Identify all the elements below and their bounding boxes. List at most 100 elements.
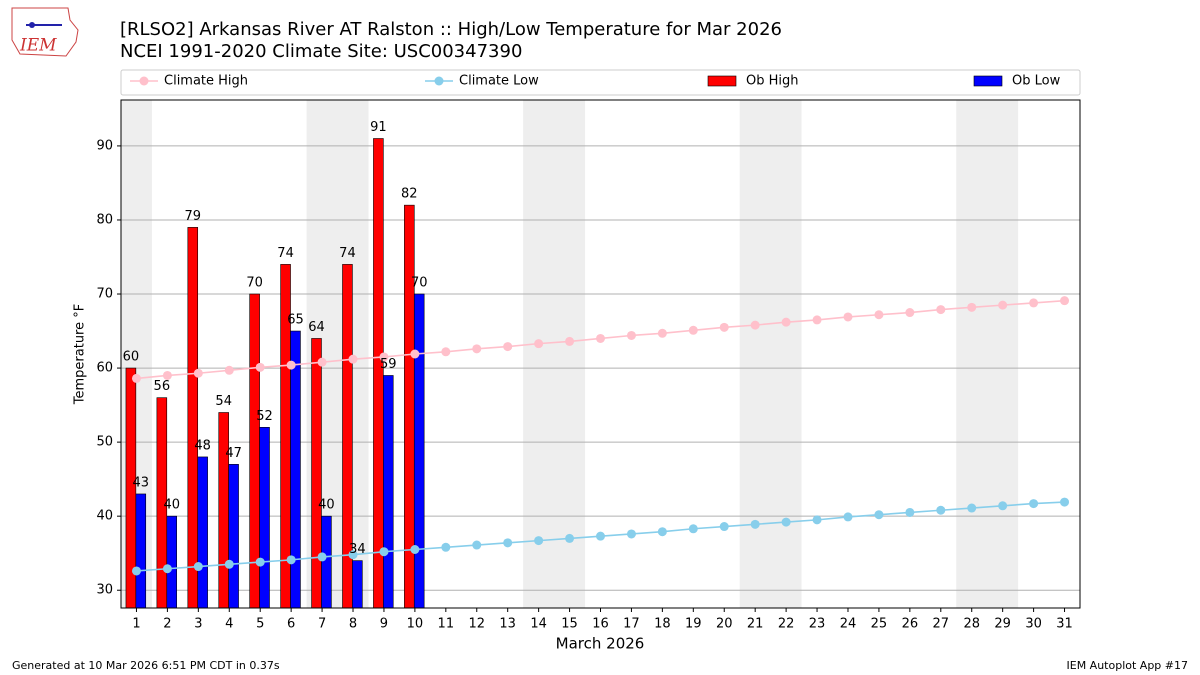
bar — [373, 138, 384, 609]
point — [348, 354, 358, 364]
legend-label: Climate High — [164, 74, 248, 89]
point — [255, 557, 265, 567]
value-label: 34 — [349, 542, 366, 557]
legend-label: Ob Low — [1012, 74, 1061, 89]
point — [441, 542, 451, 552]
point — [750, 519, 760, 529]
bar — [383, 375, 394, 609]
x-tick-label: 23 — [809, 617, 826, 632]
value-label: 74 — [339, 246, 356, 261]
x-tick-label: 14 — [530, 617, 547, 632]
legend-label: Ob High — [746, 74, 799, 89]
point — [843, 512, 853, 522]
point — [719, 522, 729, 532]
point — [193, 368, 203, 378]
point — [193, 562, 203, 572]
point — [534, 339, 544, 349]
point — [503, 342, 513, 352]
point — [874, 310, 884, 320]
value-label: 70 — [411, 276, 428, 291]
legend-marker — [434, 76, 444, 86]
bar — [187, 227, 199, 609]
legend-item: Climate High — [130, 74, 248, 89]
legend-item: Ob Low — [973, 74, 1061, 89]
chart-subtitle: NCEI 1991-2020 Climate Site: USC00347390 — [120, 41, 522, 62]
footer-left: Generated at 10 Mar 2026 6:51 PM CDT in … — [12, 659, 280, 672]
point — [998, 501, 1008, 511]
x-tick-label: 3 — [194, 617, 202, 632]
legend-swatch — [707, 75, 737, 87]
y-tick-label: 40 — [96, 509, 113, 524]
point — [410, 349, 420, 359]
weekend-band — [739, 100, 802, 608]
point — [657, 328, 667, 338]
point — [750, 320, 760, 330]
point — [812, 515, 822, 525]
x-tick-label: 18 — [654, 617, 671, 632]
value-label: 79 — [184, 209, 201, 224]
logo-text: IEM — [19, 36, 57, 56]
y-tick-label: 50 — [96, 435, 113, 450]
value-label: 48 — [194, 438, 211, 453]
legend-box — [120, 69, 1081, 96]
point — [1029, 298, 1039, 308]
x-tick-label: 25 — [871, 617, 888, 632]
chart-title: [RLSO2] Arkansas River AT Ralston :: Hig… — [120, 19, 782, 40]
point — [410, 544, 420, 554]
point — [812, 315, 822, 325]
legend-swatch — [973, 75, 1003, 87]
point — [719, 322, 729, 332]
bar — [197, 456, 208, 609]
point — [781, 317, 791, 327]
point — [688, 325, 698, 335]
y-tick-label: 80 — [96, 212, 113, 227]
point — [843, 312, 853, 322]
x-tick-label: 5 — [256, 617, 264, 632]
x-tick-label: 7 — [318, 617, 326, 632]
y-tick-label: 90 — [96, 138, 113, 153]
point — [286, 360, 296, 370]
legend-item: Ob High — [707, 74, 799, 89]
value-label: 82 — [401, 187, 418, 202]
point — [905, 308, 915, 318]
point — [286, 555, 296, 565]
point — [565, 533, 575, 543]
point — [224, 365, 234, 375]
x-tick-label: 2 — [163, 617, 171, 632]
point — [596, 531, 605, 541]
y-tick-label: 70 — [96, 287, 113, 302]
point — [472, 540, 482, 550]
x-tick-label: 8 — [349, 617, 357, 632]
logo-outline — [11, 7, 79, 57]
footer-right: IEM Autoplot App #17 — [1067, 659, 1189, 672]
x-tick-label: 4 — [225, 617, 233, 632]
x-tick-label: 13 — [499, 617, 516, 632]
bar — [166, 515, 177, 609]
point — [781, 517, 791, 527]
y-tick-label: 60 — [96, 361, 113, 376]
value-label: 91 — [370, 120, 387, 135]
point — [131, 373, 141, 383]
x-tick-label: 30 — [1025, 617, 1042, 632]
logo: IEM — [11, 7, 79, 57]
point — [936, 505, 946, 515]
value-label: 74 — [277, 246, 294, 261]
point — [565, 336, 575, 346]
value-label: 43 — [133, 475, 150, 490]
point — [874, 510, 884, 520]
x-tick-label: 27 — [933, 617, 950, 632]
logo-dot — [29, 22, 35, 28]
x-tick-label: 28 — [963, 617, 980, 632]
point — [379, 547, 389, 557]
bar — [218, 412, 229, 609]
bar — [321, 515, 332, 609]
x-tick-label: 21 — [747, 617, 764, 632]
bar — [228, 464, 239, 609]
x-axis-label: March 2026 — [556, 635, 645, 653]
value-label: 64 — [308, 320, 325, 335]
x-tick-label: 17 — [623, 617, 640, 632]
point — [534, 536, 544, 546]
x-tick-label: 10 — [407, 617, 424, 632]
point — [348, 550, 358, 560]
point — [317, 552, 327, 562]
